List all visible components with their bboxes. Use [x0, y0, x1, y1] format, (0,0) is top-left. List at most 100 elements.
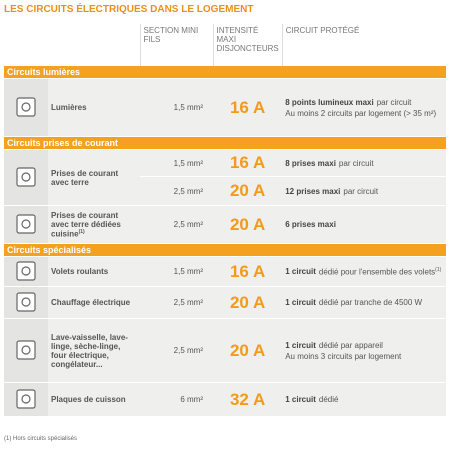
- icon: [7, 260, 45, 284]
- table-row: Lave-vaisselle, lave-linge, sèche-linge,…: [4, 318, 446, 383]
- row-label: Prises de courant avec terre dédiées cui…: [48, 205, 140, 244]
- protected-circuit: 12 prises maxi par circuit: [282, 176, 446, 206]
- text: par circuit: [338, 158, 374, 168]
- label-text: Volets roulants: [51, 267, 109, 276]
- intensity: 20 A: [213, 205, 283, 244]
- header: INTENSITÉ MAXI DISJONCTEURS: [212, 24, 283, 66]
- row-label: Lumières: [48, 78, 140, 137]
- wire-section: 1,5 mm²: [140, 256, 213, 287]
- intensity: 20 A: [213, 286, 283, 319]
- table-row: 2,5 mm² 20 A 12 prises maxi par circuit: [4, 176, 446, 206]
- protected-line: 8 prises maxi par circuit: [285, 159, 443, 168]
- note: (1): [435, 266, 442, 273]
- label-text: Lumières: [51, 103, 87, 112]
- bold-text: 8 points lumineux maxi: [285, 97, 374, 107]
- icon: [7, 213, 45, 237]
- section-row: Circuits prises de courant: [4, 136, 446, 150]
- bold-text: 1 circuit: [285, 340, 316, 350]
- icon: [7, 291, 45, 315]
- row-label: Lave-vaisselle, lave-linge, sèche-linge,…: [48, 318, 140, 383]
- wire-section: 2,5 mm²: [140, 205, 213, 244]
- icon-graphic: [16, 339, 36, 360]
- bold-text: 1 circuit: [285, 267, 316, 277]
- protected-circuit: 8 prises maxi par circuit: [282, 149, 446, 177]
- protected-circuit: 1 circuit dédié: [282, 382, 446, 417]
- icon-cell: [4, 205, 48, 244]
- icon-cell: [4, 256, 48, 287]
- intensity: 20 A: [213, 318, 283, 383]
- protected-circuit: 1 circuit dédié pour l'ensemble des volet…: [282, 256, 446, 287]
- title: LES CIRCUITS ÉLECTRIQUES DANS LE LOGEMEN…: [4, 4, 254, 15]
- protected-line: Au moins 2 circuits par logement (> 35 m…: [285, 109, 443, 118]
- protected-line: Au moins 3 circuits par logement: [285, 352, 443, 361]
- icon-graphic: [16, 291, 36, 312]
- header: SECTION MINI FILS: [139, 24, 213, 66]
- text: dédié par tranche de 4500 W: [318, 298, 423, 307]
- intensity: 16 A: [213, 78, 283, 137]
- icon-graphic: [16, 260, 36, 281]
- protected-line: 8 points lumineux maxi par circuit: [285, 98, 443, 107]
- bold-text: 12 prises maxi: [285, 186, 341, 196]
- icon-cell: [4, 286, 48, 319]
- label-text: Chauffage électrique: [51, 298, 131, 307]
- section-row: Circuits spécialisés: [4, 243, 446, 257]
- section-title: Circuits lumières: [4, 66, 446, 79]
- wire-section: 2,5 mm²: [140, 286, 213, 319]
- text: dédié pour l'ensemble des volets: [318, 267, 436, 277]
- text: dédié par appareil: [318, 340, 383, 350]
- wire-section: 6 mm²: [140, 382, 213, 417]
- icon-cell: [4, 78, 48, 137]
- protected-line: 6 prises maxi: [285, 220, 443, 229]
- protected-line: 1 circuit dédié par tranche de 4500 W: [285, 298, 443, 307]
- wire-section: 2,5 mm²: [140, 176, 213, 206]
- section-row: Circuits lumières: [4, 66, 446, 79]
- label-text: Lave-vaisselle, lave-linge, sèche-linge,…: [51, 332, 128, 369]
- protected-line: 1 circuit dédié pour l'ensemble des volet…: [285, 267, 443, 277]
- protected-circuit: 1 circuit dédié par tranche de 4500 W: [282, 286, 446, 319]
- text: Au moins 2 circuits par logement (> 35 m…: [285, 108, 437, 118]
- icon-cell: [4, 382, 48, 417]
- text: dédié: [318, 395, 339, 404]
- section-title: Circuits prises de courant: [4, 136, 446, 150]
- protected-circuit: 1 circuit dédié par appareil Au moins 3 ci…: [282, 318, 446, 383]
- icon: [7, 166, 45, 190]
- wire-section: 1,5 mm²: [140, 78, 213, 137]
- intensity: 16 A: [213, 256, 283, 287]
- wire-section: 1,5 mm²: [140, 149, 213, 177]
- blank: [48, 24, 140, 66]
- bold-text: 6 prises maxi: [285, 220, 336, 229]
- header: CIRCUIT PROTÉGÉ: [281, 24, 446, 66]
- row-label: Plaques de cuisson: [48, 382, 140, 417]
- label-text: Prises de courant avec terre: [51, 168, 119, 187]
- intensity: 16 A: [213, 149, 283, 177]
- protected-circuit: 6 prises maxi: [282, 205, 446, 244]
- text: par circuit: [376, 97, 412, 107]
- text: par circuit: [343, 186, 379, 196]
- label-text: Plaques de cuisson: [51, 395, 126, 404]
- bold-text: 1 circuit: [285, 298, 316, 307]
- section-title: Circuits spécialisés: [4, 243, 446, 257]
- intensity: 32 A: [213, 382, 283, 417]
- wire-section: 2,5 mm²: [140, 318, 213, 383]
- icon-cell: [4, 149, 48, 206]
- bold-text: 1 circuit: [285, 395, 316, 404]
- icon: [7, 96, 45, 120]
- icon: [7, 388, 45, 412]
- bold-text: 8 prises maxi: [285, 158, 336, 168]
- icon-graphic: [16, 213, 36, 234]
- circuits-table: SECTION MINI FILS INTENSITÉ MAXI DISJONC…: [4, 24, 446, 417]
- blank: [4, 24, 48, 66]
- icon-cell: [4, 318, 48, 383]
- table-row: Prises de courant avec terre dédiées cui…: [4, 205, 446, 244]
- row-label: Chauffage électrique: [48, 286, 140, 319]
- protected-circuit: 8 points lumineux maxi par circuit Au moin…: [282, 78, 446, 137]
- icon-graphic: [16, 96, 36, 117]
- row-label: Prises de courant avec terre: [48, 149, 140, 206]
